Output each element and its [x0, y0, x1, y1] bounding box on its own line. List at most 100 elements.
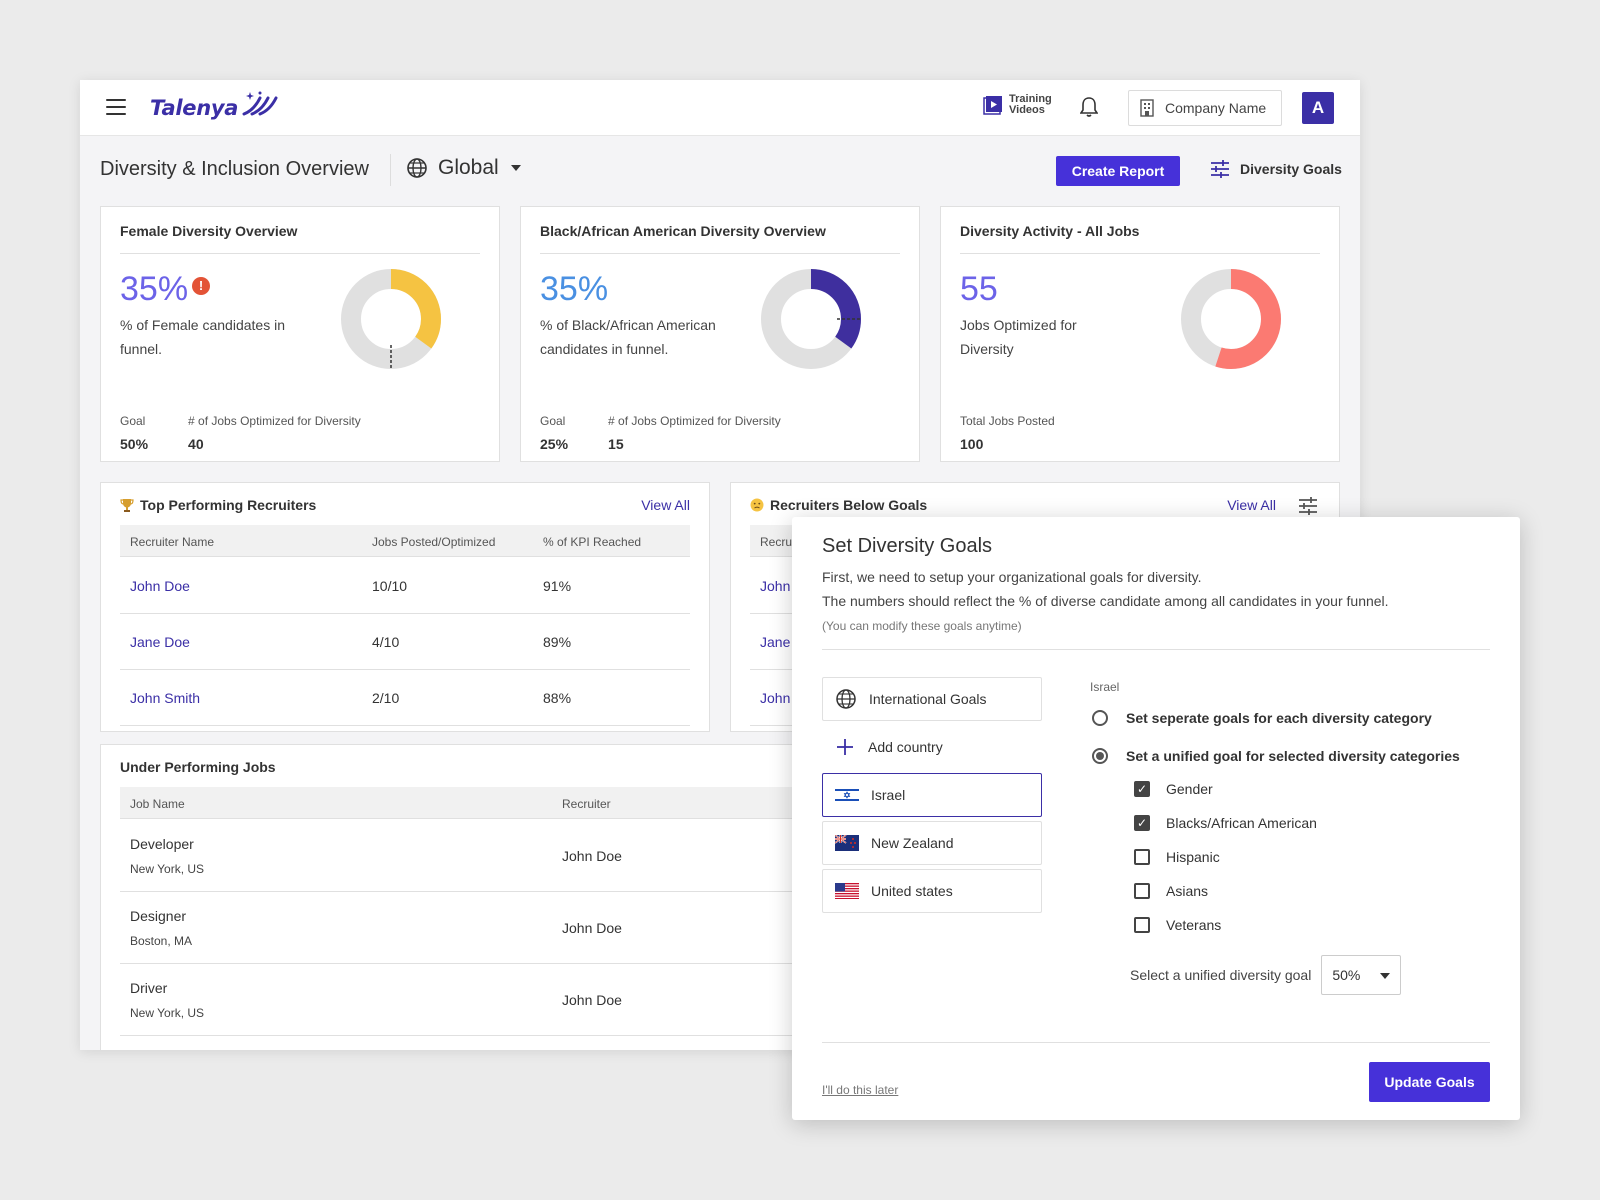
building-icon — [1140, 99, 1154, 117]
unified-goal-select[interactable]: 50% — [1321, 955, 1402, 995]
card-title: Female Diversity Overview — [120, 223, 298, 239]
category-label: Gender — [1166, 781, 1213, 797]
column-job-name[interactable]: Job Name — [130, 797, 185, 811]
table-row[interactable]: Driver New York, US John Doe — [120, 964, 1280, 1036]
top-recruiters-view-all-link[interactable]: View All — [641, 497, 690, 513]
chevron-down-icon — [1380, 973, 1391, 979]
donut-fill-segment — [761, 269, 861, 369]
add-country-label: Add country — [868, 739, 943, 755]
top-recruiters-title: Top Performing Recruiters — [140, 497, 317, 513]
kpi-value: 89% — [543, 634, 572, 650]
job-name: Developer — [130, 836, 194, 852]
below-goals-header: Recruiters Below Goals — [750, 497, 927, 513]
female-diversity-card: Female Diversity Overview 35%! % of Fema… — [100, 206, 500, 462]
black-diversity-card: Black/African American Diversity Overvie… — [520, 206, 920, 462]
title-divider — [390, 154, 391, 186]
female-percent: 35%! — [120, 269, 211, 309]
card-meta: Goal 25% # of Jobs Optimized for Diversit… — [540, 414, 821, 452]
jobs-optimized-label: # of Jobs Optimized for Diversity — [188, 414, 361, 428]
below-goals-view-all-link[interactable]: View All — [1227, 497, 1276, 513]
unified-goal-radio[interactable]: Set a unified goal for selected diversit… — [1092, 748, 1460, 764]
table-row[interactable]: Designer Boston, MA John Doe — [120, 892, 1280, 964]
create-report-button[interactable]: Create Report — [1056, 156, 1180, 186]
jobs-optimized-value: 40 — [188, 436, 204, 452]
separate-goals-radio[interactable]: Set seperate goals for each diversity ca… — [1092, 710, 1432, 726]
do-later-link[interactable]: I'll do this later — [822, 1083, 899, 1097]
modal-title: Set Diversity Goals — [822, 535, 993, 557]
goal-label: Goal — [120, 414, 146, 428]
card-meta: Goal 50% # of Jobs Optimized for Diversit… — [120, 414, 401, 452]
jobs-optimized-count-value: 55 — [960, 270, 998, 308]
country-item-new-zealand[interactable]: New Zealand — [822, 821, 1042, 865]
kpi-value: 88% — [543, 690, 572, 706]
category-checkbox-blacks[interactable]: ✓ Blacks/African American — [1134, 815, 1317, 831]
column-recruiter[interactable]: Recru — [760, 535, 793, 549]
category-label: Blacks/African American — [1166, 815, 1317, 831]
divider — [960, 253, 1320, 254]
job-recruiter: John Doe — [562, 920, 622, 936]
column-recruiter[interactable]: Recruiter — [562, 797, 611, 811]
training-videos-link[interactable]: Training Videos — [983, 94, 1057, 116]
scope-label: Global — [438, 156, 499, 179]
country-label: New Zealand — [871, 835, 954, 851]
recruiter-link[interactable]: John Doe — [130, 578, 190, 594]
column-kpi[interactable]: % of KPI Reached — [543, 535, 642, 549]
checkbox[interactable] — [1134, 917, 1150, 933]
selected-country-label: Israel — [1090, 680, 1120, 694]
category-checkbox-gender[interactable]: ✓ Gender — [1134, 781, 1213, 797]
international-goals-label: International Goals — [869, 691, 987, 707]
modal-description: First, we need to setup your organizatio… — [822, 569, 1202, 585]
radio-unselected[interactable] — [1092, 710, 1108, 726]
sliders-icon — [1211, 160, 1229, 178]
company-selector[interactable]: Company Name — [1128, 90, 1282, 126]
logo[interactable]: Talenya — [150, 88, 280, 128]
divider — [540, 253, 900, 254]
total-jobs-label: Total Jobs Posted — [960, 414, 1055, 428]
black-donut-chart — [761, 269, 861, 369]
country-item-united-states[interactable]: United states — [822, 869, 1042, 913]
top-bar: Talenya Training Videos — [80, 80, 1360, 136]
top-recruiters-card: Top Performing Recruiters View All Recru… — [100, 482, 710, 732]
update-goals-button[interactable]: Update Goals — [1369, 1062, 1490, 1102]
checkbox[interactable] — [1134, 883, 1150, 899]
warning-icon[interactable]: ! — [192, 277, 211, 295]
female-percent-value: 35% — [120, 270, 189, 308]
filter-sliders-icon[interactable] — [1298, 497, 1318, 515]
scope-dropdown[interactable]: Global — [406, 156, 521, 180]
diversity-goals-link[interactable]: Diversity Goals — [1210, 160, 1342, 178]
black-percent: 35% — [540, 269, 608, 309]
set-diversity-goals-modal: Set Diversity Goals First, we need to se… — [792, 517, 1520, 1120]
category-checkbox-asians[interactable]: Asians — [1134, 883, 1208, 899]
recruiter-link[interactable]: John — [760, 690, 791, 706]
menu-icon[interactable] — [106, 99, 126, 115]
plus-icon — [837, 739, 853, 755]
goal-value: 50% — [120, 436, 149, 452]
column-jobs-posted[interactable]: Jobs Posted/Optimized — [372, 535, 496, 549]
checkbox[interactable]: ✓ — [1134, 815, 1150, 831]
job-recruiter: John Doe — [562, 848, 622, 864]
job-name: Designer — [130, 908, 187, 924]
international-goals-item[interactable]: International Goals — [822, 677, 1042, 721]
checkbox[interactable]: ✓ — [1134, 781, 1150, 797]
recruiter-link[interactable]: John Smith — [130, 690, 201, 706]
recruiter-link[interactable]: John — [760, 578, 791, 594]
add-country-button[interactable]: Add country — [822, 725, 1042, 769]
total-jobs-value: 100 — [960, 436, 984, 452]
checkbox[interactable] — [1134, 849, 1150, 865]
recruiter-link[interactable]: Jane — [760, 634, 791, 650]
recruiter-link[interactable]: Jane Doe — [130, 634, 190, 650]
job-location: Boston, MA — [130, 934, 193, 948]
user-avatar[interactable]: A — [1302, 92, 1334, 124]
below-goals-title: Recruiters Below Goals — [770, 497, 928, 513]
category-checkbox-veterans[interactable]: Veterans — [1134, 917, 1221, 933]
radio-selected[interactable] — [1092, 748, 1108, 764]
modal-description-2: The numbers should reflect the % of dive… — [822, 593, 1389, 609]
notifications-bell-icon[interactable] — [1079, 96, 1099, 123]
country-item-israel[interactable]: Israel — [822, 773, 1042, 817]
category-checkbox-hispanic[interactable]: Hispanic — [1134, 849, 1220, 865]
jobs-value: 2/10 — [372, 690, 400, 706]
globe-icon — [836, 689, 856, 709]
column-recruiter-name[interactable]: Recruiter Name — [130, 535, 215, 549]
table-row[interactable]: Developer New York, US John Doe — [120, 820, 1280, 892]
job-name: Driver — [130, 980, 168, 996]
